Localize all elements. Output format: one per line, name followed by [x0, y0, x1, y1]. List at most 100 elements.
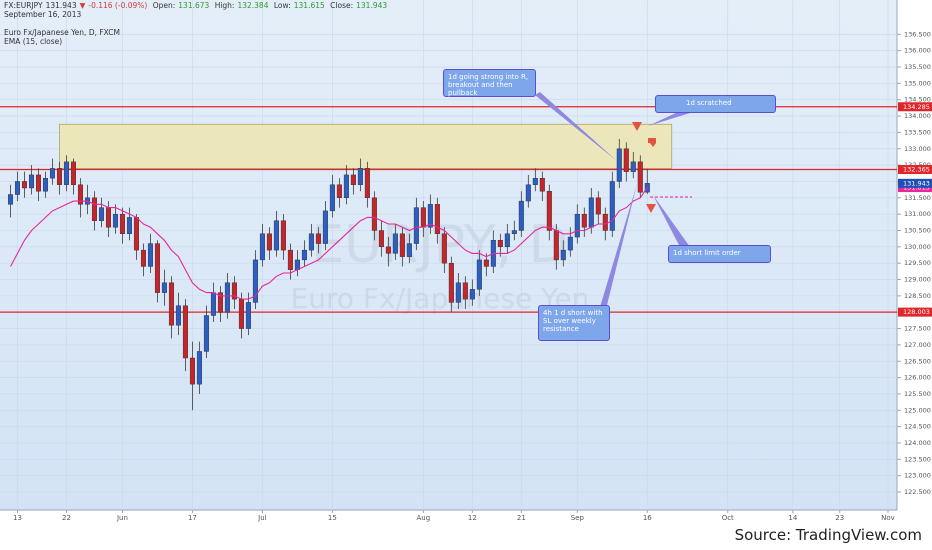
candle-body: [224, 282, 230, 313]
callout: 1d going strong into R, breakout and the…: [443, 69, 536, 97]
x-tick-label: 17: [188, 514, 197, 522]
last-price: 131.943: [45, 1, 77, 10]
candle-body: [392, 233, 398, 254]
x-tick-label: Aug: [417, 514, 431, 522]
x-tick-label: 16: [643, 514, 652, 522]
price-tag: [898, 165, 932, 175]
header-date: September 16, 2013: [4, 10, 82, 19]
y-tick-label: 135.500: [904, 63, 931, 71]
y-tick-label: 124.500: [904, 423, 931, 431]
candle-body: [483, 259, 489, 267]
x-tick-label: 13: [13, 514, 22, 522]
candle-body: [133, 217, 139, 251]
candle-body: [175, 305, 181, 326]
candle-body: [399, 233, 405, 257]
high-label: High:: [214, 1, 235, 10]
change: -0.116 (-0.09%): [88, 1, 148, 10]
candle-body: [35, 174, 41, 192]
candle-body: [406, 243, 412, 257]
y-tick-label: 134.000: [904, 112, 931, 120]
candle-body: [329, 184, 335, 212]
candle-body: [259, 233, 265, 261]
y-tick-label: 128.500: [904, 292, 931, 300]
y-tick-label: 129.500: [904, 259, 931, 267]
callout-pointer: [535, 92, 617, 161]
footer-source: Source: TradingView.com: [734, 526, 922, 544]
candle-body: [280, 220, 286, 251]
candle-body: [231, 282, 237, 300]
candle-body: [147, 243, 153, 267]
y-tick-label: 130.000: [904, 243, 931, 251]
candle-body: [336, 184, 342, 199]
annotations-drawing: [535, 92, 692, 309]
callout: 4h 1 d short with SL over weekly resista…: [538, 305, 610, 341]
x-tick-label: 22: [62, 514, 71, 522]
candle-body: [28, 174, 34, 189]
header-quote: FX:EURJPY 131.943 ▼ -0.116 (-0.09%) Open: 13…: [4, 1, 390, 10]
arrow-marker: [648, 138, 656, 147]
y-tick-label: 136.500: [904, 30, 931, 38]
candle-body: [378, 230, 384, 248]
price-tag-label: 128.003: [903, 308, 930, 316]
candle-body: [497, 240, 503, 248]
candle-body: [217, 292, 223, 313]
candle-body: [154, 243, 160, 293]
candle-body: [623, 148, 629, 172]
x-tick-label: 21: [517, 514, 526, 522]
candle-body: [21, 181, 27, 189]
open-value: 131.673: [178, 1, 210, 10]
change-arrow: ▼: [79, 1, 86, 10]
candle-body: [140, 249, 146, 267]
candle-body: [126, 217, 132, 234]
price-tag: [898, 178, 932, 188]
x-tick-label: Oct: [722, 514, 734, 522]
y-tick-label: 123.500: [904, 455, 931, 463]
candle-body: [525, 184, 531, 202]
candle-body: [98, 207, 104, 221]
candle-body: [413, 207, 419, 244]
candle-body: [595, 197, 601, 215]
y-tick-label: 127.500: [904, 325, 931, 333]
candle-body: [189, 357, 195, 385]
candle-body: [42, 177, 48, 192]
y-tick-label: 123.000: [904, 472, 931, 480]
y-tick-label: 134.500: [904, 96, 931, 104]
candle-body: [7, 194, 13, 205]
candle-body: [70, 161, 76, 185]
candle-body: [532, 177, 538, 185]
price-tag-label: 134.285: [903, 103, 930, 111]
candle-body: [203, 315, 209, 352]
candle-body: [273, 220, 279, 251]
y-tick-label: 122.500: [904, 488, 931, 496]
x-tick-label: 14: [788, 514, 797, 522]
candle-body: [112, 213, 118, 228]
candle-body: [77, 184, 83, 205]
header-description: Euro Fx/Japanese Yen, D, FXCM: [4, 28, 120, 37]
candle-body: [581, 213, 587, 228]
x-tick-label: 15: [328, 514, 337, 522]
candle-body: [420, 207, 426, 228]
high-value: 132.384: [237, 1, 269, 10]
candle-body: [322, 210, 328, 244]
zone: [59, 123, 673, 169]
candle-body: [266, 233, 272, 251]
candle-body: [49, 168, 55, 179]
low-label: Low:: [273, 1, 291, 10]
y-tick-label: 130.500: [904, 226, 931, 234]
candle-body: [630, 161, 636, 172]
y-tick-label: 124.000: [904, 439, 931, 447]
symbol: FX:EURJPY: [4, 1, 43, 10]
low-value: 131.615: [293, 1, 325, 10]
candle-body: [287, 249, 293, 270]
callout-pointer: [648, 111, 690, 126]
price-tag: [898, 307, 932, 317]
candle-body: [637, 161, 643, 193]
candle-body: [511, 230, 517, 234]
y-tick-label: 125.500: [904, 390, 931, 398]
candle-body: [553, 230, 559, 261]
candle-body: [518, 200, 524, 231]
header-indicator: EMA (15, close): [4, 37, 63, 46]
candle-body: [14, 181, 20, 195]
candle-body: [371, 197, 377, 231]
y-tick-label: 133.000: [904, 145, 931, 153]
